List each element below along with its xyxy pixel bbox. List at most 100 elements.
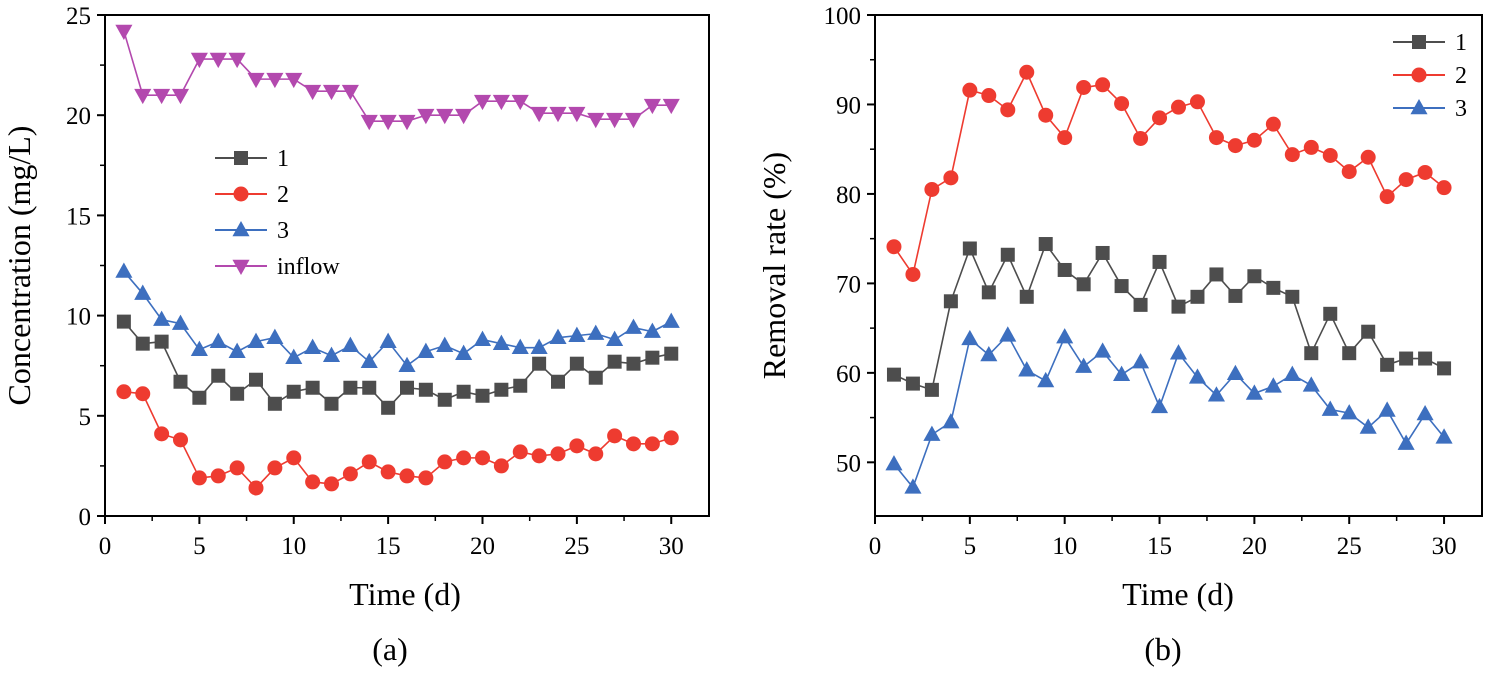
data-point-3 — [1245, 384, 1263, 400]
data-point-1 — [1228, 288, 1243, 303]
data-point-3 — [885, 455, 903, 471]
y-tick-label: 15 — [66, 203, 91, 230]
data-point-inflow — [115, 24, 133, 41]
data-point-2 — [191, 470, 207, 486]
data-point-2 — [1038, 107, 1054, 123]
data-point-inflow — [134, 88, 152, 105]
plot-frame — [874, 14, 1483, 517]
x-tick-label: 10 — [281, 533, 306, 560]
data-point-2 — [248, 480, 264, 496]
data-point-3 — [662, 312, 680, 328]
data-point-3 — [304, 338, 322, 354]
data-point-3 — [171, 314, 190, 330]
data-point-1 — [1171, 299, 1186, 314]
series-3 — [115, 262, 680, 372]
data-point-2 — [135, 386, 151, 402]
data-point-1 — [1247, 269, 1262, 284]
data-point-1 — [1266, 280, 1281, 295]
series-line-3 — [123, 270, 672, 367]
legend-label-2: 2 — [1455, 63, 1467, 89]
data-point-3 — [247, 332, 265, 348]
data-point-inflow — [473, 94, 492, 111]
data-point-3 — [398, 356, 416, 372]
data-point-2 — [644, 436, 660, 452]
data-point-3 — [624, 318, 643, 334]
data-point-3 — [228, 342, 246, 358]
data-point-1 — [267, 396, 282, 411]
data-point-inflow — [417, 108, 435, 125]
data-point-1 — [1000, 247, 1015, 262]
data-point-1 — [324, 396, 339, 411]
x-tick-label: 20 — [1242, 533, 1267, 560]
data-point-2 — [1398, 172, 1414, 188]
data-point-2 — [569, 438, 585, 454]
data-point-2 — [1019, 64, 1035, 80]
data-point-2 — [456, 450, 472, 466]
data-point-1 — [343, 380, 358, 395]
data-point-2 — [116, 384, 132, 400]
legend: 1 2 3 — [1393, 30, 1467, 122]
data-point-1 — [362, 380, 377, 395]
series-line-1 — [893, 242, 1445, 391]
data-point-3 — [266, 328, 284, 344]
data-point-3 — [511, 338, 529, 354]
data-point-1 — [1418, 351, 1433, 366]
series-1 — [116, 314, 679, 415]
data-point-3 — [209, 332, 227, 348]
data-point-1 — [1057, 262, 1072, 277]
data-point-1 — [1285, 289, 1300, 304]
data-point-3 — [492, 334, 510, 350]
data-point-3 — [1056, 328, 1074, 344]
data-point-1 — [1076, 277, 1091, 292]
data-point-inflow — [530, 106, 548, 123]
data-point-1 — [418, 382, 433, 397]
data-point-2 — [607, 428, 623, 444]
series-line-inflow — [123, 30, 672, 123]
data-point-1 — [135, 336, 150, 351]
data-point-3 — [436, 336, 454, 352]
x-tick-label: 30 — [659, 533, 684, 560]
data-point-inflow — [587, 112, 605, 129]
data-point-1 — [1133, 297, 1148, 312]
x-tick-label: 5 — [964, 533, 977, 560]
data-point-2 — [305, 474, 321, 490]
data-point-inflow — [171, 88, 190, 105]
data-point-2 — [1227, 138, 1243, 154]
data-point-2 — [1000, 102, 1016, 118]
x-tick-label: 25 — [1337, 533, 1362, 560]
data-point-2 — [962, 82, 978, 98]
data-point-inflow — [153, 88, 171, 105]
data-point-inflow — [662, 98, 680, 115]
data-point-1 — [1038, 237, 1053, 252]
data-point-3 — [980, 345, 998, 362]
data-point-2 — [1341, 164, 1357, 180]
legend-marker-3 — [232, 221, 250, 237]
data-point-2 — [663, 430, 679, 446]
data-point-1 — [943, 294, 958, 309]
data-point-1 — [173, 374, 188, 389]
data-point-2 — [626, 436, 641, 452]
data-point-3 — [417, 342, 435, 358]
data-point-1 — [1380, 357, 1395, 372]
data-point-1 — [1323, 306, 1338, 321]
data-point-1 — [1342, 346, 1357, 361]
data-point-1 — [1437, 361, 1452, 376]
data-point-3 — [1321, 400, 1339, 416]
data-point-inflow — [549, 106, 567, 123]
data-point-2 — [418, 470, 434, 486]
data-point-3 — [1132, 353, 1150, 369]
data-point-2 — [475, 450, 490, 466]
data-point-3 — [587, 324, 605, 340]
data-point-3 — [1340, 404, 1358, 420]
data-point-1 — [230, 386, 245, 401]
data-point-3 — [1378, 401, 1396, 417]
data-point-inflow — [511, 94, 529, 111]
data-point-2 — [361, 454, 377, 470]
data-point-2 — [1265, 116, 1281, 132]
data-point-2 — [1360, 149, 1376, 165]
data-point-2 — [342, 466, 358, 482]
data-point-inflow — [568, 106, 586, 123]
y-tick-label: 10 — [66, 304, 91, 331]
data-point-2 — [493, 458, 509, 474]
x-tick-label: 15 — [376, 533, 401, 560]
